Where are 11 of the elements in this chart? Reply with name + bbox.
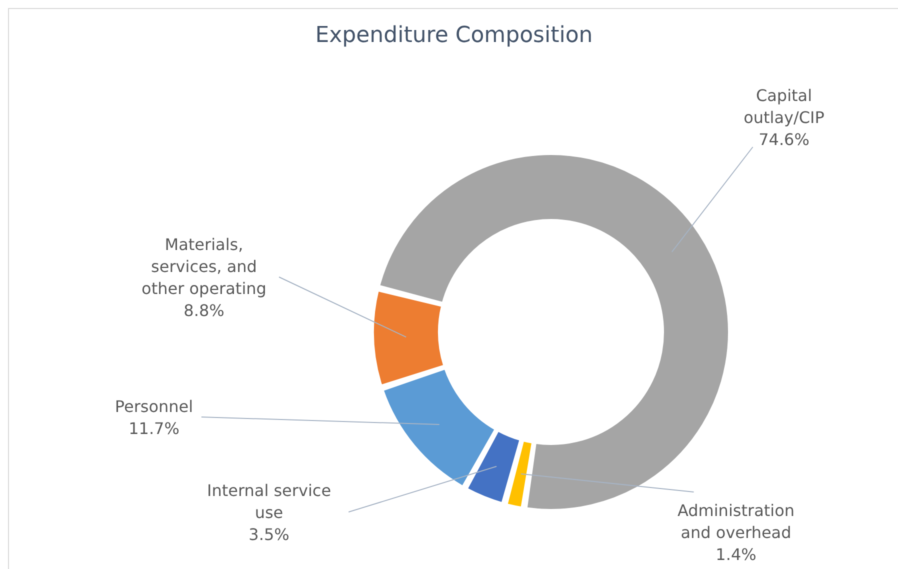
data-label: 3.5% <box>248 525 290 544</box>
chart-title: Expenditure Composition <box>314 23 594 48</box>
slice-label: Materials, services, and other operating <box>142 235 266 298</box>
slice-label: Personnel <box>114 397 194 416</box>
slice-label: Capital outlay/CIP <box>744 86 825 127</box>
data-label: 74.6% <box>758 130 810 149</box>
slice-label: Internal service use <box>206 481 332 522</box>
data-label: 1.4% <box>716 545 756 564</box>
slice-label: Administration and overhead <box>677 501 795 542</box>
data-label: 8.8% <box>184 301 224 320</box>
data-label: 11.7% <box>128 419 180 438</box>
